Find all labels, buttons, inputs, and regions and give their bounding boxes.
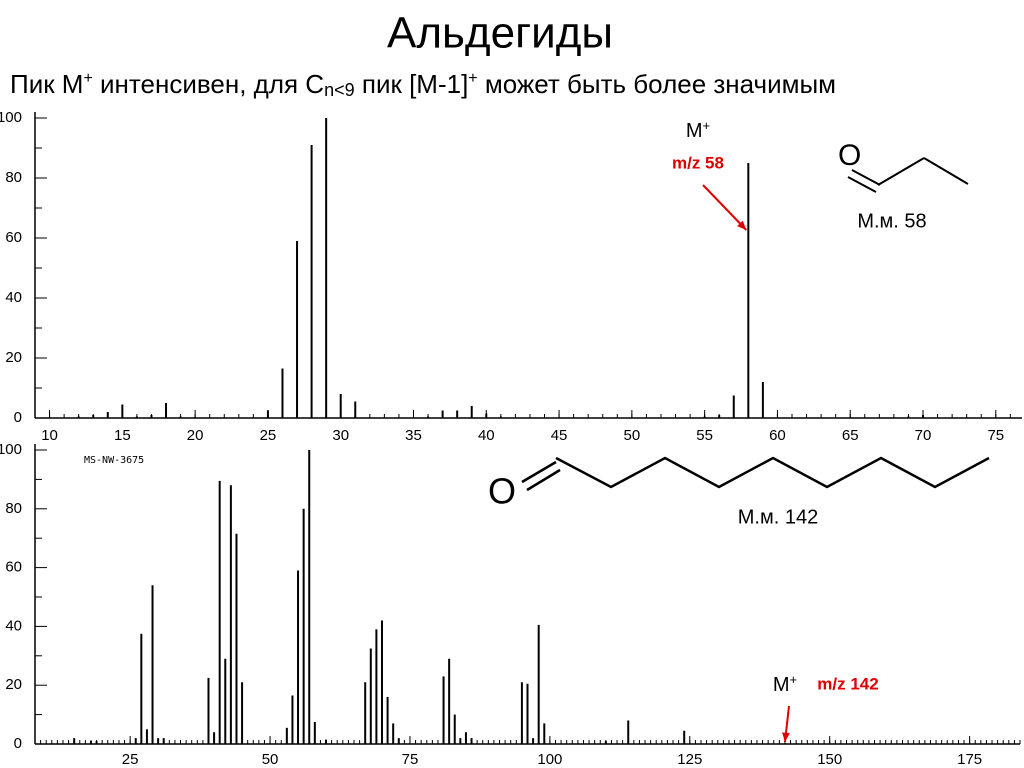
y-tick-label: 20 <box>5 349 22 366</box>
y-tick-label: 60 <box>5 229 22 246</box>
mass-label: М.м. 58 <box>857 210 926 232</box>
subtitle-part: пик [M-1] <box>355 69 469 99</box>
y-tick-label: 100 <box>0 441 22 458</box>
ion-label: M+ <box>773 672 797 697</box>
subtitle-part: Пик M <box>10 69 83 99</box>
atom-o: O <box>838 139 861 172</box>
ion-charge: + <box>703 118 711 133</box>
y-tick-label: 60 <box>5 559 22 576</box>
ion-charge: + <box>790 672 798 687</box>
x-tick-label: 125 <box>677 751 702 768</box>
y-tick-label: 40 <box>5 289 22 306</box>
x-tick-label: 55 <box>696 427 713 444</box>
y-tick-label: 40 <box>5 617 22 634</box>
subtitle-part: может быть более значимым <box>478 69 836 99</box>
x-tick-label: 10 <box>41 427 58 444</box>
slide-title: Альдегиды <box>387 9 613 58</box>
subtitle-part: + <box>83 70 92 87</box>
y-tick-label: 100 <box>0 109 22 126</box>
x-tick-label: 75 <box>402 751 419 768</box>
subtitle-part: интенсивен, для C <box>93 69 324 99</box>
x-tick-label: 75 <box>987 427 1004 444</box>
x-tick-label: 20 <box>187 427 204 444</box>
x-tick-label: 30 <box>332 427 349 444</box>
y-tick-label: 0 <box>14 409 22 426</box>
atom-o: O <box>488 471 516 512</box>
x-tick-label: 60 <box>769 427 786 444</box>
y-tick-label: 80 <box>5 500 22 517</box>
x-tick-label: 25 <box>260 427 277 444</box>
y-tick-label: 80 <box>5 169 22 186</box>
mz-label: m/z 58 <box>672 153 724 172</box>
ion-label-text: M <box>773 674 790 696</box>
x-tick-label: 25 <box>122 751 139 768</box>
y-tick-label: 0 <box>14 735 22 752</box>
spectrum-id: MS-NW-3675 <box>84 455 144 466</box>
x-tick-label: 175 <box>957 751 982 768</box>
x-tick-label: 40 <box>478 427 495 444</box>
ion-label: M+ <box>686 118 710 143</box>
x-tick-label: 150 <box>817 751 842 768</box>
arrow-head <box>737 220 747 230</box>
x-tick-label: 15 <box>114 427 131 444</box>
subtitle-part: n<9 <box>324 80 355 100</box>
molecule-propanal <box>847 157 969 193</box>
y-tick-label: 20 <box>5 676 22 693</box>
mz-label: m/z 142 <box>817 674 878 693</box>
arrow-head <box>782 732 790 742</box>
subtitle-part: + <box>468 70 477 87</box>
x-tick-label: 35 <box>405 427 422 444</box>
ion-label-text: M <box>686 120 703 142</box>
slide-subtitle: Пик M+ интенсивен, для Cn<9 пик [M-1]+ м… <box>10 69 836 100</box>
x-tick-label: 70 <box>915 427 932 444</box>
x-tick-label: 65 <box>842 427 859 444</box>
molecule-nonanal <box>521 456 990 492</box>
arrow-shaft <box>702 184 748 231</box>
mass-label: М.м. 142 <box>738 506 818 528</box>
x-tick-label: 45 <box>551 427 568 444</box>
x-tick-label: 100 <box>537 751 562 768</box>
x-tick-label: 50 <box>262 751 279 768</box>
x-tick-label: 50 <box>624 427 641 444</box>
